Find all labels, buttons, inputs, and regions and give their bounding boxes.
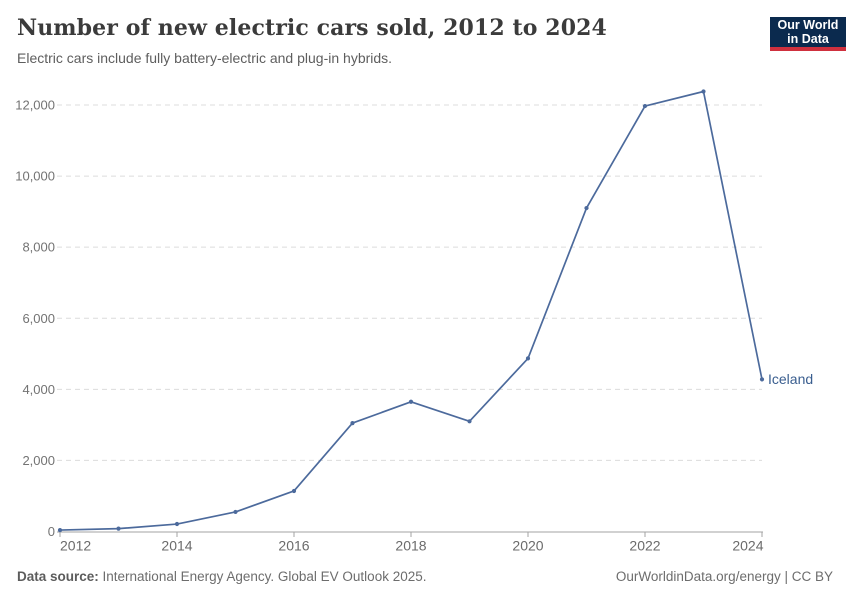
- data-source-text: International Energy Agency. Global EV O…: [98, 569, 427, 584]
- y-axis-tick-label: 4,000: [22, 382, 55, 397]
- data-point-iceland-2012[interactable]: [57, 527, 63, 533]
- data-point-iceland-2015[interactable]: [233, 509, 238, 515]
- x-axis-tick-label: 2022: [629, 538, 660, 554]
- owid-logo-line1: Our World: [777, 18, 839, 32]
- owid-logo-line2: in Data: [787, 32, 829, 46]
- data-point-iceland-2024[interactable]: [759, 377, 765, 382]
- y-axis-tick-label: 12,000: [15, 98, 55, 113]
- data-point-iceland-2013[interactable]: [116, 526, 121, 531]
- owid-logo: Our World in Data: [770, 17, 846, 51]
- data-point-iceland-2022[interactable]: [642, 103, 648, 109]
- x-axis-tick-label: 2012: [60, 538, 91, 554]
- credit-link[interactable]: OurWorldinData.org/energy | CC BY: [615, 569, 833, 584]
- x-axis-tick-label: 2024: [732, 538, 763, 554]
- y-axis-tick-label: 6,000: [22, 311, 55, 326]
- x-axis-tick-label: 2018: [395, 538, 426, 554]
- chart-footer: Data source: International Energy Agency…: [17, 568, 833, 585]
- data-point-iceland-2021[interactable]: [584, 205, 589, 211]
- data-point-iceland-2019[interactable]: [467, 419, 472, 424]
- data-point-iceland-2016[interactable]: [291, 488, 297, 494]
- data-point-iceland-2017[interactable]: [350, 420, 355, 426]
- x-axis-tick-label: 2020: [512, 538, 543, 554]
- data-source-label: Data source:: [17, 569, 99, 584]
- data-point-iceland-2020[interactable]: [525, 356, 531, 361]
- y-axis-tick-label: 2,000: [22, 453, 55, 468]
- data-point-iceland-2023[interactable]: [701, 89, 706, 94]
- page-title: Number of new electric cars sold, 2012 t…: [17, 15, 607, 41]
- y-axis-tick-label: 10,000: [15, 169, 55, 184]
- chart-subtitle: Electric cars include fully battery-elec…: [17, 50, 393, 66]
- x-axis-tick-label: 2016: [278, 538, 309, 554]
- series-line-iceland[interactable]: [59, 90, 763, 531]
- data-point-iceland-2014[interactable]: [174, 521, 180, 527]
- series-label-iceland[interactable]: Iceland: [768, 371, 813, 387]
- y-axis-tick-label: 0: [48, 524, 55, 539]
- x-axis-tick-label: 2014: [161, 538, 192, 554]
- y-axis-tick-label: 8,000: [22, 240, 55, 255]
- data-source-note: Data source: International Energy Agency…: [17, 568, 427, 585]
- data-point-iceland-2018[interactable]: [408, 399, 414, 404]
